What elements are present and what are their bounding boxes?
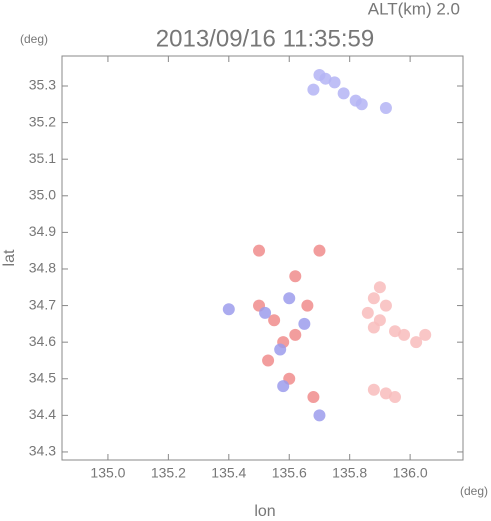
echo-point: [253, 244, 266, 257]
y-tick-label: 35.1: [29, 150, 56, 166]
altitude-label: ALT(km) 2.0: [368, 0, 460, 18]
echo-point: [379, 299, 392, 312]
x-tick-label: 135.6: [272, 465, 307, 481]
x-tick-label: 135.2: [151, 465, 186, 481]
y-tick-label: 34.3: [29, 443, 56, 459]
y-tick-label: 34.5: [29, 369, 56, 385]
echo-point: [389, 325, 402, 338]
x-tick-label: 135.4: [211, 465, 246, 481]
echo-point: [307, 391, 320, 404]
echo-point: [262, 354, 275, 367]
echo-point: [222, 303, 235, 316]
echo-point: [367, 321, 380, 334]
x-tick-label: 135.0: [90, 465, 125, 481]
echo-point: [289, 270, 302, 283]
x-tick-label: 135.8: [332, 465, 367, 481]
x-axis-label: lon: [254, 503, 275, 520]
x-tick-label: 136.0: [393, 465, 428, 481]
echo-point: [277, 380, 290, 393]
echo-point: [367, 292, 380, 305]
echo-point: [379, 101, 392, 114]
echo-point: [307, 83, 320, 96]
plot-frame: [61, 55, 464, 461]
x-unit: (deg): [460, 484, 488, 498]
y-tick-label: 34.9: [29, 223, 56, 239]
y-axis-label: lat: [1, 249, 18, 266]
echo-point: [419, 328, 432, 341]
echo-point: [283, 292, 296, 305]
y-tick-label: 35.2: [29, 113, 56, 129]
echo-point: [379, 387, 392, 400]
echo-point: [301, 299, 314, 312]
echo-point: [355, 98, 368, 111]
y-tick-label: 34.6: [29, 333, 56, 349]
y-tick-label: 34.8: [29, 260, 56, 276]
echo-point: [361, 306, 374, 319]
y-tick-label: 35.0: [29, 186, 56, 202]
echo-point: [289, 328, 302, 341]
echo-point: [373, 281, 386, 294]
echo-point: [328, 76, 341, 89]
y-tick-label: 34.7: [29, 296, 56, 312]
echo-point: [367, 383, 380, 396]
echo-point: [389, 391, 402, 404]
y-tick-label: 35.3: [29, 77, 56, 93]
y-tick-label: 34.4: [29, 406, 56, 422]
echo-point: [337, 87, 350, 100]
chart-title: 2013/09/16 11:35:59: [156, 25, 374, 52]
echo-point: [268, 314, 281, 327]
echo-point: [274, 343, 287, 356]
echo-point: [313, 409, 326, 422]
echo-point: [398, 328, 411, 341]
echo-point: [298, 317, 311, 330]
y-unit: (deg): [20, 32, 48, 46]
echo-point: [313, 244, 326, 257]
echo-point: [259, 306, 272, 319]
echo-point: [319, 72, 332, 85]
echo-point: [410, 336, 423, 349]
